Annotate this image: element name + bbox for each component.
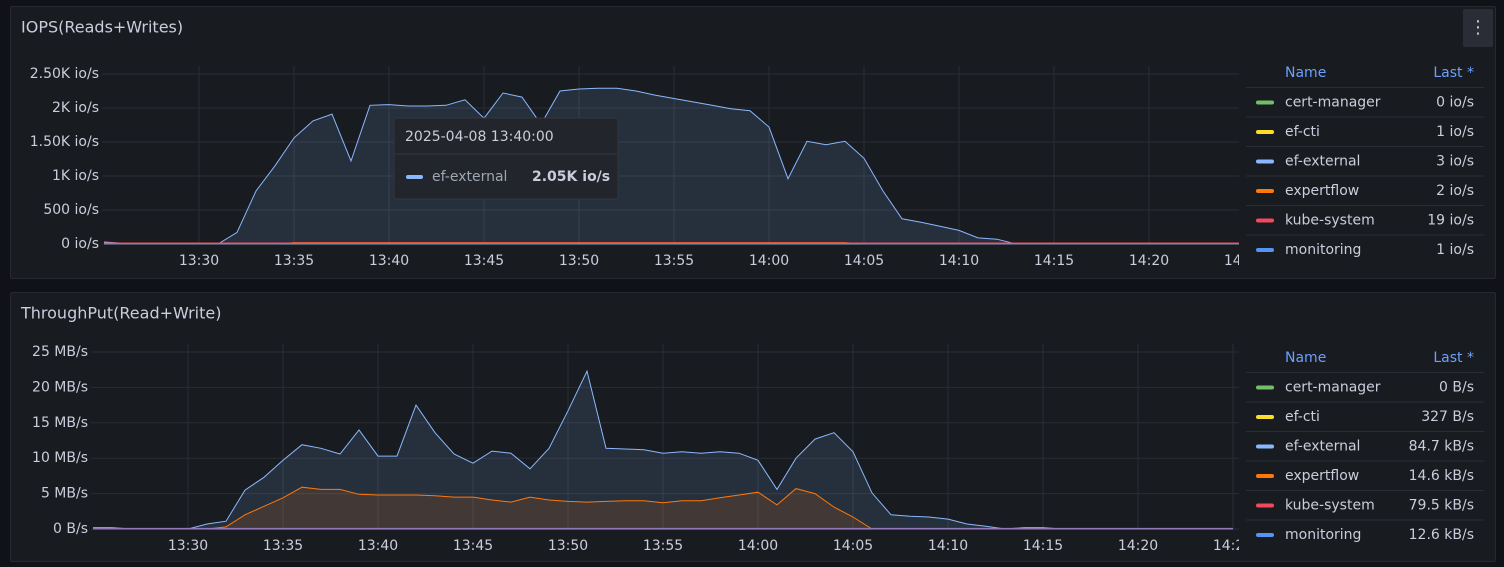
legend-last: 19 io/s (1427, 213, 1474, 229)
legend-swatch (1256, 533, 1274, 537)
legend-last: 0 io/s (1436, 95, 1474, 111)
y-tick-label: 500 io/s (43, 202, 99, 218)
legend-last: 79.5 kB/s (1409, 498, 1474, 514)
legend-last: 14.6 kB/s (1409, 468, 1474, 484)
legend-header: Name (1285, 65, 1326, 81)
legend-header: Name (1285, 350, 1326, 366)
panel-menu[interactable]: ⋮ (1463, 9, 1493, 47)
series-area (93, 371, 1233, 529)
legend-swatch (1256, 130, 1274, 134)
x-tick-label: 13:35 (263, 538, 303, 554)
x-tick-label: 13:55 (643, 538, 683, 554)
series-line (93, 369, 1233, 530)
y-tick-label: 2K io/s (52, 100, 99, 116)
y-tick-label: 0 B/s (53, 521, 88, 537)
series-area (104, 88, 1239, 244)
tooltip-box (393, 117, 619, 200)
panel-title: IOPS(Reads+Writes) (21, 18, 183, 37)
tooltip-title: 2025-04-08 13:40:00 (405, 129, 554, 145)
x-tick-label: 13:40 (369, 253, 409, 269)
legend-swatch (1256, 385, 1274, 390)
legend-name: ef-external (1285, 439, 1360, 455)
x-tick-label: 14:05 (833, 538, 873, 554)
x-tick-label: 14:20 (1129, 253, 1169, 269)
x-tick-label: 14:00 (738, 538, 778, 554)
legend-bg (1239, 333, 1495, 561)
x-tick-label: 14:15 (1034, 253, 1074, 269)
legend-last: 84.7 kB/s (1409, 439, 1474, 455)
plot: 13:30 13:35 13:40 13:45 13:50 13:55 14:00 14:05… (102, 66, 1264, 269)
legend-swatch (1256, 189, 1274, 193)
legend-swatch (1256, 248, 1274, 252)
legend-bg (1239, 47, 1495, 278)
x-tick-label: 14:10 (928, 538, 968, 554)
x-tick-label: 14:10 (939, 253, 979, 269)
legend-last: 1 io/s (1436, 124, 1474, 140)
legend-last: 3 io/s (1436, 154, 1474, 170)
legend-header: Last * (1433, 350, 1474, 366)
legend-last: 2 io/s (1436, 183, 1474, 199)
x-tick-label: 13:30 (168, 538, 208, 554)
x-tick-label: 13:45 (464, 253, 504, 269)
x-tick-label: 13:30 (179, 253, 219, 269)
legend-last: 327 B/s (1421, 409, 1474, 425)
chart: ThroughPut(Read+Write)13:30 13:35 13:40 13:… (20, 304, 1495, 561)
legend-swatch (1256, 159, 1274, 164)
legend-name: cert-manager (1285, 380, 1381, 396)
x-tick-label: 13:50 (559, 253, 599, 269)
x-tick-label: 13:35 (274, 253, 314, 269)
plot: 13:30 13:35 13:40 13:45 13:50 13:55 14:00 14:05… (91, 344, 1253, 554)
tooltip-swatch (406, 175, 423, 179)
legend-swatch (1256, 415, 1274, 419)
legend-name: kube-system (1285, 498, 1375, 514)
legend-header: Last * (1433, 65, 1474, 81)
legend-last: 0 B/s (1439, 380, 1474, 396)
x-tick-label: 14:00 (749, 253, 789, 269)
y-tick-label: 0 io/s (61, 236, 99, 252)
series-area (93, 487, 1233, 529)
legend-name: ef-cti (1285, 124, 1320, 140)
tooltip-value: 2.05K io/s (532, 169, 610, 185)
x-tick-label: 14:05 (844, 253, 884, 269)
panel-title: ThroughPut(Read+Write) (20, 304, 221, 323)
x-tick-label: 14:15 (1023, 538, 1063, 554)
legend-swatch (1256, 100, 1274, 105)
legend-name: monitoring (1285, 527, 1361, 543)
legend-name: monitoring (1285, 242, 1361, 258)
y-tick-label: 5 MB/s (41, 486, 88, 502)
panel: IOPS(Reads+Writes) 13:30 13:35 13:40 13:45 13… (10, 6, 1496, 279)
legend-last: 1 io/s (1436, 242, 1474, 258)
y-tick-label: 20 MB/s (32, 379, 88, 395)
x-tick-label: 13:45 (453, 538, 493, 554)
legend-name: cert-manager (1285, 95, 1381, 111)
legend-swatch (1256, 474, 1274, 478)
x-tick-label: 13:55 (654, 253, 694, 269)
legend-name: expertflow (1285, 183, 1359, 199)
chart: IOPS(Reads+Writes)13:30 13:35 13:40 13:45 13… (21, 18, 1495, 278)
tooltip: 2025-04-08 13:40:00 ef-external 2.05K io/s (393, 117, 619, 200)
tooltip-series: ef-external (432, 169, 507, 185)
x-tick-label: 13:50 (548, 538, 588, 554)
legend-name: expertflow (1285, 468, 1359, 484)
legend-swatch (1256, 503, 1274, 508)
y-tick-label: 1.50K io/s (30, 134, 99, 150)
y-tick-label: 2.50K io/s (30, 66, 99, 82)
y-tick-label: 1K io/s (52, 168, 99, 184)
panel: ThroughPut(Read+Write) 13:30 13:35 13:40 13:… (10, 292, 1496, 562)
legend-swatch (1256, 218, 1274, 223)
x-tick-label: 14:25 (1224, 253, 1264, 269)
x-tick-label: 14:25 (1213, 538, 1253, 554)
legend-last: 12.6 kB/s (1409, 527, 1474, 543)
legend-name: kube-system (1285, 213, 1375, 229)
legend-swatch (1256, 444, 1274, 449)
y-tick-label: 15 MB/s (32, 415, 88, 431)
x-tick-label: 13:40 (358, 538, 398, 554)
x-tick-label: 14:20 (1118, 538, 1158, 554)
legend-name: ef-external (1285, 154, 1360, 170)
legend-name: ef-cti (1285, 409, 1320, 425)
y-tick-label: 10 MB/s (32, 450, 88, 466)
y-tick-label: 25 MB/s (32, 344, 88, 360)
